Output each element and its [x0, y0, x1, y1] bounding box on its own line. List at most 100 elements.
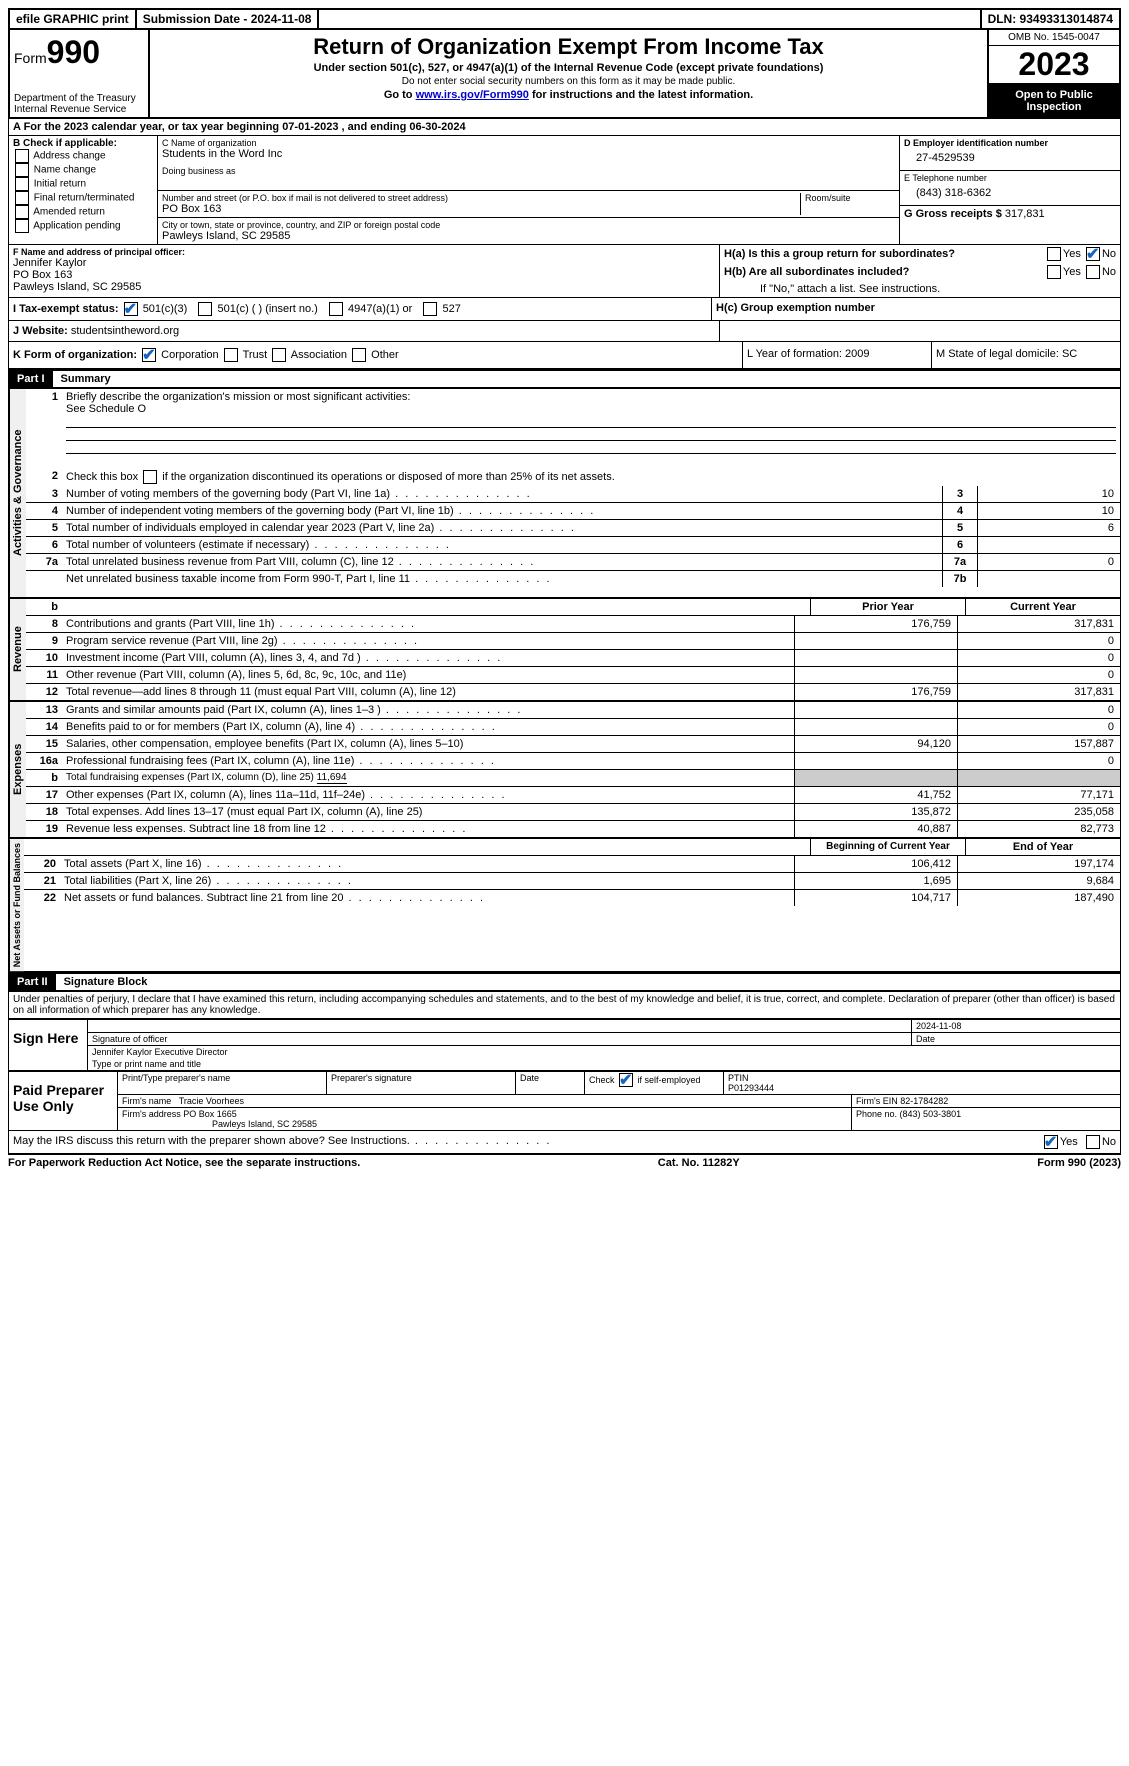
line22-end: 187,490 — [957, 890, 1120, 906]
officer-name: Jennifer Kaylor — [13, 257, 715, 269]
block-b: B Check if applicable: Address change Na… — [9, 136, 158, 244]
line17-current: 77,171 — [957, 787, 1120, 803]
line14-prior — [794, 719, 957, 735]
officer-label: F Name and address of principal officer: — [13, 247, 715, 257]
ptin-label: PTIN — [728, 1073, 749, 1083]
check-name-change[interactable]: Name change — [13, 163, 153, 177]
no-label2: No — [1102, 266, 1116, 278]
lbl-501c: 501(c) ( ) (insert no.) — [218, 303, 318, 315]
line18-current: 235,058 — [957, 804, 1120, 820]
check-initial-return[interactable]: Initial return — [13, 177, 153, 191]
part1-title: Summary — [61, 373, 111, 385]
prior-year-hdr: Prior Year — [810, 599, 965, 615]
prep-print-label: Print/Type preparer's name — [118, 1072, 327, 1094]
goto-prefix: Go to — [384, 89, 416, 101]
irs-link[interactable]: www.irs.gov/Form990 — [416, 89, 529, 101]
room-label: Room/suite — [805, 193, 895, 203]
discuss-yes[interactable] — [1044, 1135, 1058, 1149]
lbl-527: 527 — [442, 303, 460, 315]
prep-check-label: Check if self-employed — [589, 1075, 701, 1085]
check-app-pending[interactable]: Application pending — [13, 219, 153, 233]
dln: DLN: 93493313014874 — [982, 10, 1119, 28]
line18-text: Total expenses. Add lines 13–17 (must eq… — [66, 806, 422, 818]
yes-label: Yes — [1063, 248, 1081, 260]
line16b-current — [957, 770, 1120, 786]
check-corp[interactable] — [142, 348, 156, 362]
ha-no[interactable] — [1086, 247, 1100, 261]
year-formation: L Year of formation: 2009 — [743, 342, 932, 368]
line18-prior: 135,872 — [794, 804, 957, 820]
submission-date: Submission Date - 2024-11-08 — [137, 10, 320, 28]
sign-here: Sign Here — [9, 1020, 88, 1070]
check-501c[interactable] — [198, 302, 212, 316]
check-527[interactable] — [423, 302, 437, 316]
line19-current: 82,773 — [957, 821, 1120, 837]
line20-begin: 106,412 — [794, 856, 957, 872]
line9-text: Program service revenue (Part VIII, line… — [66, 635, 278, 647]
line6-val — [977, 537, 1120, 553]
ein-label: D Employer identification number — [904, 138, 1116, 148]
current-year-hdr: Current Year — [965, 599, 1120, 615]
lbl-4947: 4947(a)(1) or — [348, 303, 412, 315]
check-final-return[interactable]: Final return/terminated — [13, 191, 153, 205]
yes-label2: Yes — [1063, 266, 1081, 278]
goto-suffix: for instructions and the latest informat… — [529, 89, 753, 101]
date-label: Date — [916, 1034, 935, 1044]
tax-year: 2023 — [989, 46, 1119, 85]
check-amended[interactable]: Amended return — [13, 205, 153, 219]
part1-number: Part I — [9, 371, 53, 387]
check-address-change[interactable]: Address change — [13, 149, 153, 163]
return-title: Return of Organization Exempt From Incom… — [158, 34, 979, 60]
line11-text: Other revenue (Part VIII, column (A), li… — [66, 669, 406, 681]
firm-phone: (843) 503-3801 — [900, 1109, 962, 1119]
check-discontinued[interactable] — [143, 470, 157, 484]
phone-label: E Telephone number — [904, 173, 1116, 183]
line20-end: 197,174 — [957, 856, 1120, 872]
line4-text: Number of independent voting members of … — [66, 505, 454, 517]
gross-receipts: 317,831 — [1005, 208, 1045, 220]
city-state-zip: Pawleys Island, SC 29585 — [162, 230, 895, 242]
check-trust[interactable] — [224, 348, 238, 362]
yes-label3: Yes — [1060, 1136, 1078, 1148]
line22-begin: 104,717 — [794, 890, 957, 906]
firm-name: Tracie Voorhees — [179, 1096, 244, 1106]
line14-text: Benefits paid to or for members (Part IX… — [66, 721, 355, 733]
check-other[interactable] — [352, 348, 366, 362]
hc-label: H(c) Group exemption number — [716, 302, 875, 314]
website-url: studentsintheword.org — [71, 325, 179, 337]
check-501c3[interactable] — [124, 302, 138, 316]
form-org-label: K Form of organization: — [13, 349, 137, 361]
line8-text: Contributions and grants (Part VIII, lin… — [66, 618, 275, 630]
line2-text: Check this box if the organization disco… — [66, 471, 615, 483]
check-assoc[interactable] — [272, 348, 286, 362]
form-990: 990 — [47, 34, 100, 70]
lbl-initial: Initial return — [34, 179, 86, 190]
no-label3: No — [1102, 1136, 1116, 1148]
firm-addr1: PO Box 1665 — [183, 1109, 237, 1119]
hb-no[interactable] — [1086, 265, 1100, 279]
form-footer: Form 990 (2023) — [1037, 1157, 1121, 1169]
discuss-text: May the IRS discuss this return with the… — [13, 1135, 410, 1147]
block-b-header: B Check if applicable: — [13, 138, 153, 149]
rev-b: b — [26, 599, 62, 615]
line5-text: Total number of individuals employed in … — [66, 522, 434, 534]
lbl-corp: Corporation — [161, 349, 218, 361]
firm-phone-label: Phone no. — [856, 1109, 900, 1119]
form-prefix: Form — [14, 50, 47, 66]
discuss-no[interactable] — [1086, 1135, 1100, 1149]
ha-yes[interactable] — [1047, 247, 1061, 261]
no-label: No — [1102, 248, 1116, 260]
state-domicile: M State of legal domicile: SC — [932, 342, 1120, 368]
ssn-note: Do not enter social security numbers on … — [158, 76, 979, 87]
line1-value: See Schedule O — [66, 403, 146, 415]
cat-number: Cat. No. 11282Y — [658, 1157, 740, 1169]
dba-label: Doing business as — [162, 166, 895, 176]
hb-yes[interactable] — [1047, 265, 1061, 279]
paid-preparer: Paid Preparer Use Only — [9, 1072, 118, 1130]
check-4947[interactable] — [329, 302, 343, 316]
check-self-employed[interactable] — [619, 1073, 633, 1087]
ha-label: H(a) Is this a group return for subordin… — [724, 248, 984, 260]
open-inspection: Open to Public Inspection — [989, 85, 1119, 117]
line17-prior: 41,752 — [794, 787, 957, 803]
sig-officer-label: Signature of officer — [92, 1034, 167, 1044]
